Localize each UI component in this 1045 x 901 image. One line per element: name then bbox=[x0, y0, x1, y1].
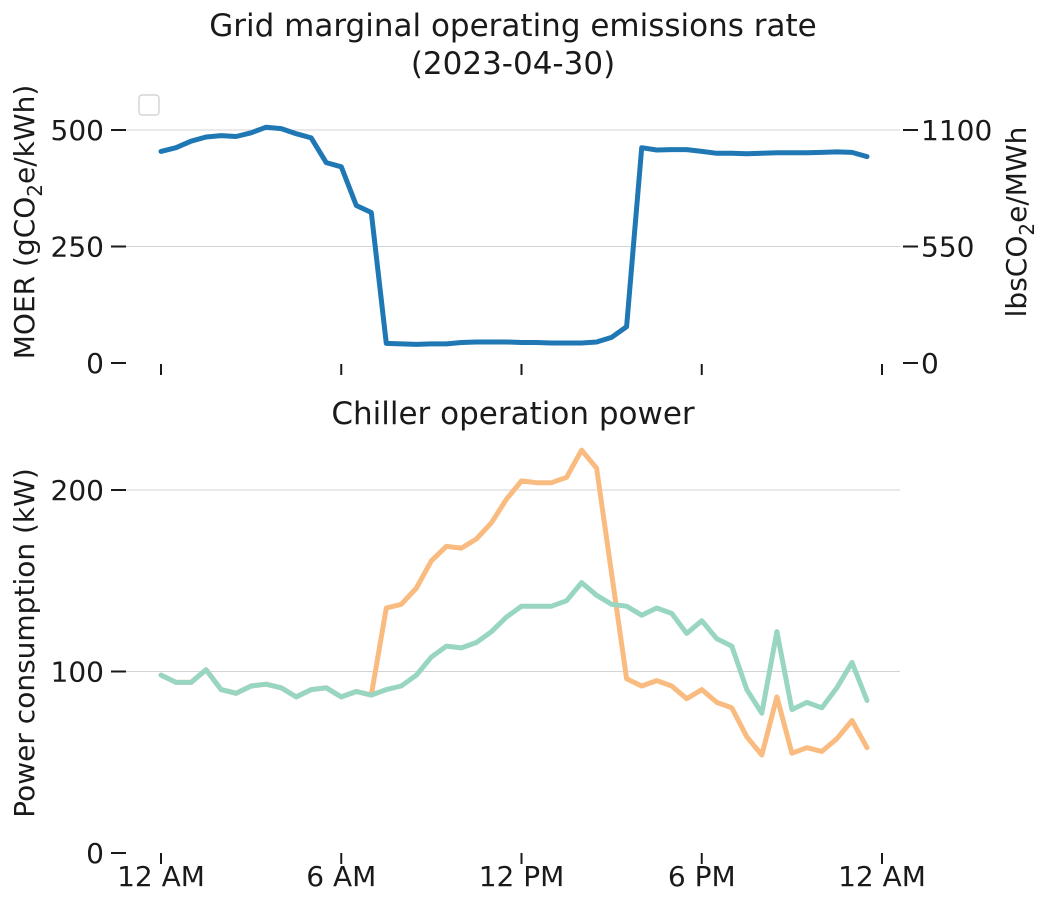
moer-title-line-2: (2023-04-30) bbox=[411, 46, 615, 82]
moer-right-ylabel-post: e/MWh bbox=[1000, 127, 1033, 223]
moer-gridlines bbox=[112, 129, 900, 247]
moer-right-y-tick-label: 0 bbox=[921, 347, 939, 380]
moer-y-ticks: 0 250 500 bbox=[51, 114, 126, 380]
moer-ylabel-post: e/kWh) bbox=[8, 85, 41, 184]
chiller-y-tick-label: 100 bbox=[51, 656, 104, 689]
chiller-y-tick-label: 200 bbox=[51, 474, 104, 507]
chiller-series bbox=[158, 447, 870, 758]
moer-right-ylabel-sub: 2 bbox=[1015, 223, 1039, 236]
chiller-x-tick-label: 12 PM bbox=[479, 860, 565, 893]
chiller-x-ticks: 12 AM 6 AM 12 PM 6 PM 12 AM bbox=[117, 853, 926, 893]
chiller-y-tick-label: 0 bbox=[86, 837, 104, 870]
chiller-panel: Chiller operation power 0 100 200 12 AM 6 A… bbox=[8, 396, 926, 893]
moer-right-y-tick-label: 550 bbox=[921, 231, 974, 264]
chiller-series-line-2 bbox=[158, 580, 870, 716]
moer-panel: Grid marginal operating emissions rate (… bbox=[8, 8, 1039, 380]
moer-ylabel-pre: MOER (gCO bbox=[8, 197, 41, 360]
chiller-x-tick-label: 6 AM bbox=[306, 860, 376, 893]
chiller-x-tick-label: 12 AM bbox=[117, 860, 205, 893]
moer-right-y-ticks: 0 550 1100 bbox=[903, 114, 992, 380]
moer-right-y-axis-label: lbsCO2e/MWh bbox=[1000, 127, 1039, 318]
empty-legend-box bbox=[138, 94, 160, 116]
chiller-y-ticks: 0 100 200 bbox=[51, 474, 126, 870]
moer-x-tickmarks bbox=[160, 364, 883, 375]
moer-y-tick-label: 500 bbox=[51, 114, 104, 147]
moer-right-ylabel-pre: lbsCO bbox=[1000, 236, 1033, 318]
moer-ylabel-sub: 2 bbox=[23, 184, 47, 197]
moer-right-y-tick-label: 1100 bbox=[921, 114, 992, 147]
chiller-x-tick-label: 6 PM bbox=[668, 860, 736, 893]
chiller-x-tick-label: 12 AM bbox=[838, 860, 926, 893]
moer-series bbox=[158, 124, 870, 347]
moer-y-tick-label: 0 bbox=[86, 347, 104, 380]
moer-title-line-1: Grid marginal operating emissions rate bbox=[209, 8, 817, 44]
moer-y-tick-label: 250 bbox=[51, 231, 104, 264]
moer-series-line bbox=[158, 124, 870, 347]
chiller-y-axis-label: Power consumption (kW) bbox=[8, 468, 41, 818]
moer-y-axis-label: MOER (gCO2e/kWh) bbox=[8, 85, 47, 360]
chiller-title: Chiller operation power bbox=[331, 396, 695, 432]
